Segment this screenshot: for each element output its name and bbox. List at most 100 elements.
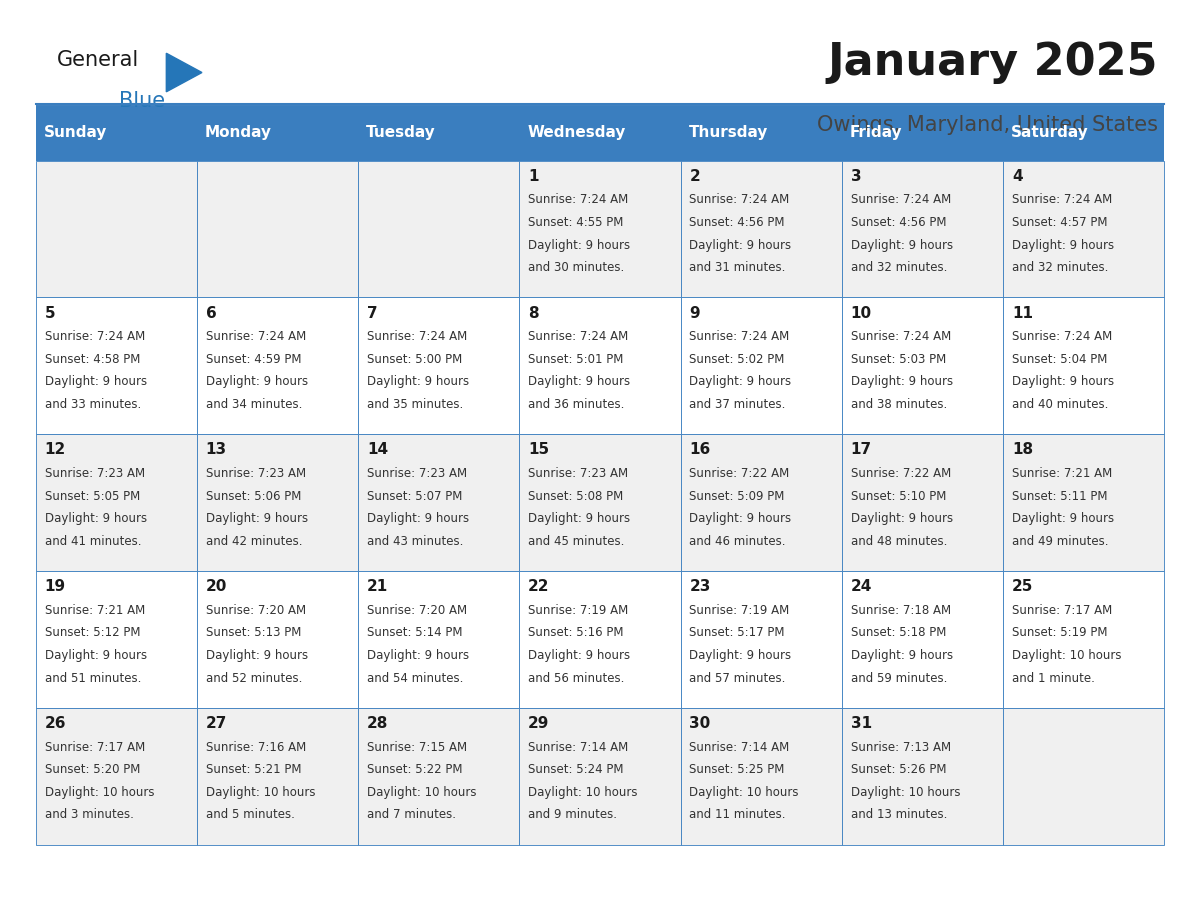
Text: Sunrise: 7:23 AM: Sunrise: 7:23 AM [44,467,145,480]
Text: Saturday: Saturday [1011,125,1089,140]
Text: Sunset: 5:03 PM: Sunset: 5:03 PM [851,353,946,366]
Bar [197,161,358,297]
Text: Sunset: 5:10 PM: Sunset: 5:10 PM [851,489,946,503]
Text: 17: 17 [851,442,872,457]
Text: Sunset: 4:59 PM: Sunset: 4:59 PM [206,353,302,366]
Text: Sunrise: 7:24 AM: Sunrise: 7:24 AM [367,330,467,343]
Text: Sunset: 5:19 PM: Sunset: 5:19 PM [1012,626,1107,640]
Text: 29: 29 [529,716,550,731]
Text: 27: 27 [206,716,227,731]
Text: and 51 minutes.: and 51 minutes. [44,672,141,685]
Bar [358,571,519,708]
Bar [842,434,1003,571]
Text: Sunset: 5:01 PM: Sunset: 5:01 PM [529,353,624,366]
Text: Daylight: 10 hours: Daylight: 10 hours [206,786,315,799]
Text: Sunset: 5:13 PM: Sunset: 5:13 PM [206,626,301,640]
Bar [842,104,1003,161]
Text: Sunrise: 7:13 AM: Sunrise: 7:13 AM [851,741,950,754]
Text: Sunrise: 7:21 AM: Sunrise: 7:21 AM [1012,467,1112,480]
Text: Sunset: 5:25 PM: Sunset: 5:25 PM [689,763,785,777]
Bar [681,161,842,297]
Text: 1: 1 [529,169,538,184]
Bar [681,571,842,708]
Text: 25: 25 [1012,579,1034,594]
Text: Daylight: 9 hours: Daylight: 9 hours [529,239,631,252]
Text: Sunrise: 7:20 AM: Sunrise: 7:20 AM [367,604,467,617]
Bar [1003,708,1164,845]
Text: Sunrise: 7:21 AM: Sunrise: 7:21 AM [44,604,145,617]
Text: Sunrise: 7:14 AM: Sunrise: 7:14 AM [689,741,790,754]
Text: Sunset: 5:16 PM: Sunset: 5:16 PM [529,626,624,640]
Text: 9: 9 [689,306,700,320]
Bar [197,104,358,161]
Text: Sunset: 5:12 PM: Sunset: 5:12 PM [44,626,140,640]
Text: 12: 12 [44,442,65,457]
Text: and 38 minutes.: and 38 minutes. [851,398,947,411]
Text: Sunrise: 7:15 AM: Sunrise: 7:15 AM [367,741,467,754]
Text: 11: 11 [1012,306,1032,320]
Text: and 36 minutes.: and 36 minutes. [529,398,625,411]
Text: Sunset: 5:07 PM: Sunset: 5:07 PM [367,489,462,503]
Text: Daylight: 9 hours: Daylight: 9 hours [851,375,953,388]
Bar [1003,104,1164,161]
Bar [36,434,197,571]
Text: Sunset: 4:58 PM: Sunset: 4:58 PM [44,353,140,366]
Text: and 13 minutes.: and 13 minutes. [851,809,947,822]
Text: Sunrise: 7:24 AM: Sunrise: 7:24 AM [529,194,628,207]
Bar [1003,161,1164,297]
Text: Daylight: 9 hours: Daylight: 9 hours [1012,375,1114,388]
Text: Owings, Maryland, United States: Owings, Maryland, United States [817,115,1158,135]
Text: and 33 minutes.: and 33 minutes. [44,398,140,411]
Text: Daylight: 9 hours: Daylight: 9 hours [851,239,953,252]
Text: Sunset: 5:08 PM: Sunset: 5:08 PM [529,489,624,503]
Text: Friday: Friday [849,125,903,140]
Bar [358,161,519,297]
Text: Daylight: 9 hours: Daylight: 9 hours [367,649,469,662]
Text: 8: 8 [529,306,539,320]
Text: Sunset: 5:24 PM: Sunset: 5:24 PM [529,763,624,777]
Text: Daylight: 9 hours: Daylight: 9 hours [44,375,146,388]
Bar [197,297,358,434]
Text: 21: 21 [367,579,388,594]
Bar [1003,571,1164,708]
Text: Sunrise: 7:24 AM: Sunrise: 7:24 AM [689,194,790,207]
Text: Daylight: 9 hours: Daylight: 9 hours [206,375,308,388]
Text: and 11 minutes.: and 11 minutes. [689,809,786,822]
Text: 23: 23 [689,579,710,594]
Text: Sunset: 4:55 PM: Sunset: 4:55 PM [529,216,624,230]
Text: Sunset: 5:26 PM: Sunset: 5:26 PM [851,763,946,777]
Bar [358,708,519,845]
Bar [681,708,842,845]
Text: Daylight: 9 hours: Daylight: 9 hours [1012,512,1114,525]
Text: Sunrise: 7:23 AM: Sunrise: 7:23 AM [206,467,305,480]
Text: Sunset: 5:20 PM: Sunset: 5:20 PM [44,763,140,777]
Text: and 52 minutes.: and 52 minutes. [206,672,302,685]
Text: and 9 minutes.: and 9 minutes. [529,809,618,822]
Text: 3: 3 [851,169,861,184]
Text: Sunrise: 7:23 AM: Sunrise: 7:23 AM [529,467,628,480]
Text: and 32 minutes.: and 32 minutes. [851,262,947,274]
Text: Sunset: 5:14 PM: Sunset: 5:14 PM [367,626,462,640]
Text: Sunrise: 7:24 AM: Sunrise: 7:24 AM [1012,330,1112,343]
Text: Sunrise: 7:24 AM: Sunrise: 7:24 AM [206,330,307,343]
Text: 6: 6 [206,306,216,320]
Text: and 31 minutes.: and 31 minutes. [689,262,785,274]
Text: Sunset: 4:56 PM: Sunset: 4:56 PM [689,216,785,230]
Text: 13: 13 [206,442,227,457]
Text: and 35 minutes.: and 35 minutes. [367,398,463,411]
Text: 26: 26 [44,716,67,731]
Bar [519,297,681,434]
Text: Sunrise: 7:24 AM: Sunrise: 7:24 AM [1012,194,1112,207]
Bar [358,104,519,161]
Text: and 7 minutes.: and 7 minutes. [367,809,456,822]
Polygon shape [166,53,202,92]
Text: Sunrise: 7:19 AM: Sunrise: 7:19 AM [529,604,628,617]
Text: Sunset: 5:02 PM: Sunset: 5:02 PM [689,353,785,366]
Text: Sunrise: 7:14 AM: Sunrise: 7:14 AM [529,741,628,754]
Text: and 32 minutes.: and 32 minutes. [1012,262,1108,274]
Text: and 56 minutes.: and 56 minutes. [529,672,625,685]
Text: Daylight: 9 hours: Daylight: 9 hours [689,375,791,388]
Text: 30: 30 [689,716,710,731]
Text: and 57 minutes.: and 57 minutes. [689,672,785,685]
Bar [36,104,197,161]
